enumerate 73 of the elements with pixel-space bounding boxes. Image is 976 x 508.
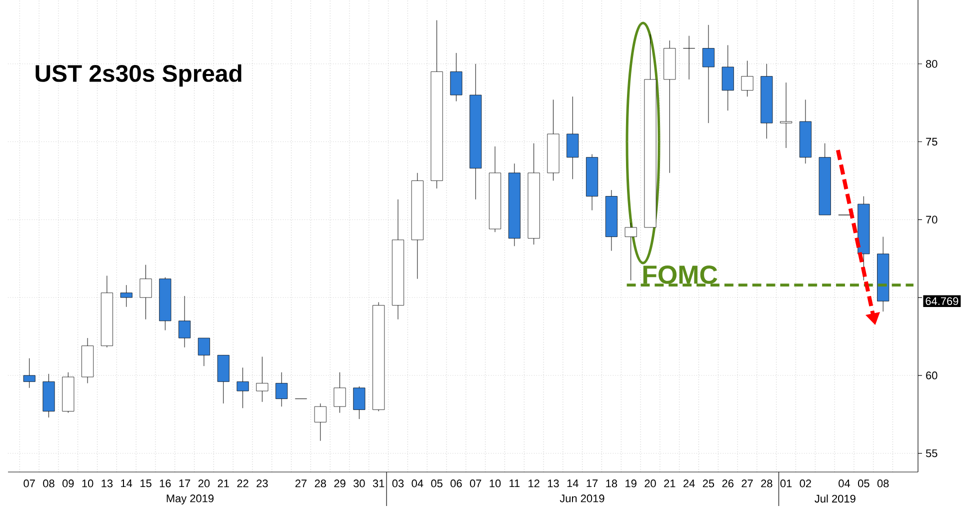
text: Jun 2019 bbox=[560, 494, 604, 502]
candlestick bbox=[741, 60, 754, 97]
y-tick-label: 55 bbox=[926, 449, 938, 458]
text: May 2019 bbox=[166, 494, 214, 504]
x-tick-label: 21 bbox=[664, 480, 676, 488]
x-tick-label: 14 bbox=[567, 480, 578, 488]
candlestick bbox=[198, 338, 210, 366]
x-tick-label: 18 bbox=[606, 480, 618, 488]
x-tick-label: 07 bbox=[470, 480, 482, 488]
candlestick bbox=[120, 284, 132, 308]
candlestick bbox=[236, 367, 249, 408]
x-tick-label: 30 bbox=[354, 480, 365, 488]
candlestick bbox=[450, 52, 462, 102]
x-tick-label: 13 bbox=[102, 480, 113, 488]
x-tick-label: 04 bbox=[412, 480, 424, 488]
candlestick bbox=[780, 82, 792, 148]
ref-line-label: FOMC bbox=[643, 266, 718, 284]
x-tick-label: 26 bbox=[722, 480, 734, 488]
x-tick-label: 27 bbox=[742, 480, 753, 488]
x-tick-label: 11 bbox=[510, 480, 520, 488]
x-tick-label: 14 bbox=[121, 480, 132, 488]
x-tick-label: 25 bbox=[702, 480, 714, 488]
x-tick-label: 09 bbox=[62, 480, 74, 488]
x-tick-label: 28 bbox=[761, 480, 772, 488]
candlestick bbox=[140, 264, 152, 320]
x-tick-label: 20 bbox=[644, 480, 656, 488]
y-tick-label: 60 bbox=[926, 372, 938, 380]
x-tick-label: 12 bbox=[528, 480, 540, 488]
x-tick-label: 23 bbox=[256, 480, 268, 488]
x-tick-label: 22 bbox=[237, 480, 248, 488]
candlestick bbox=[276, 372, 288, 407]
x-tick-label: 07 bbox=[24, 480, 35, 488]
x-tick-label: 01 bbox=[780, 480, 792, 488]
text: 64.769 bbox=[926, 297, 958, 306]
x-tick-label: 05 bbox=[858, 480, 870, 488]
candlestick bbox=[353, 386, 366, 420]
candlestick bbox=[624, 222, 637, 281]
x-tick-label: 19 bbox=[626, 480, 636, 488]
x-tick-label: 16 bbox=[160, 480, 171, 488]
candlestick bbox=[256, 356, 268, 402]
x-tick-label: 05 bbox=[431, 480, 442, 488]
x-tick-label: 21 bbox=[218, 480, 229, 488]
text: Jul 2019 bbox=[814, 494, 856, 503]
y-tick-label: 70 bbox=[926, 216, 938, 224]
x-tick-label: 24 bbox=[684, 480, 695, 488]
x-tick-label: 17 bbox=[586, 480, 598, 488]
y-tick-label: 80 bbox=[926, 60, 938, 68]
candlestick bbox=[314, 403, 326, 442]
x-tick-label: 13 bbox=[548, 480, 559, 488]
candlestick bbox=[702, 24, 714, 124]
candlestick bbox=[334, 372, 346, 414]
y-tick-label: 75 bbox=[926, 138, 938, 146]
x-tick-label: 20 bbox=[198, 480, 210, 488]
candlestick bbox=[683, 36, 696, 80]
text: UST 2s30s Spread bbox=[36, 64, 242, 87]
x-tick-label: 02 bbox=[800, 480, 812, 488]
candlestick bbox=[722, 44, 734, 111]
x-tick-label: 08 bbox=[877, 480, 889, 488]
candlestick bbox=[178, 296, 191, 348]
candlestick bbox=[23, 358, 36, 388]
x-tick-label: 31 bbox=[372, 480, 384, 488]
x-tick-label: 04 bbox=[838, 480, 850, 488]
x-tick-label: 10 bbox=[82, 480, 94, 488]
x-tick-label: 27 bbox=[295, 480, 307, 488]
x-tick-label: 28 bbox=[314, 480, 326, 488]
x-tick-label: 29 bbox=[334, 480, 346, 488]
x-tick-label: 17 bbox=[179, 480, 190, 488]
x-tick-label: 10 bbox=[490, 480, 501, 488]
candlestick bbox=[566, 96, 579, 180]
x-tick-label: 03 bbox=[392, 480, 404, 488]
x-tick-label: 08 bbox=[43, 480, 54, 488]
x-tick-label: 15 bbox=[140, 480, 152, 488]
x-tick-label: 06 bbox=[450, 480, 462, 488]
